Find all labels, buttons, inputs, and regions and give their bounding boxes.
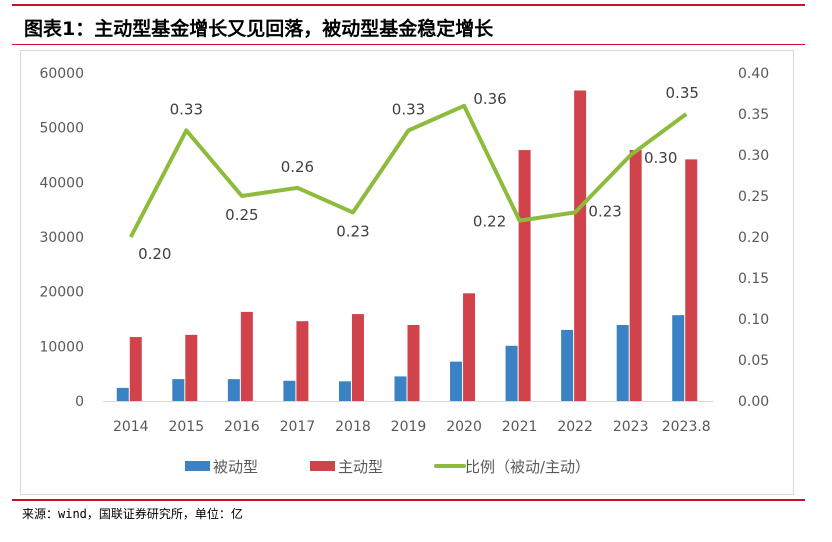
ratio-data-label: 0.22 <box>473 213 506 231</box>
y-tick-label: 30000 <box>39 230 84 246</box>
y2-tick-label: 0.05 <box>738 353 769 369</box>
bar-passive <box>227 379 240 401</box>
ratio-data-label: 0.36 <box>473 90 506 108</box>
bar-passive <box>505 345 518 401</box>
bar-active <box>685 159 698 401</box>
y2-tick-label: 0.10 <box>738 312 769 328</box>
bar-passive <box>616 325 629 401</box>
y-tick-label: 50000 <box>39 121 84 137</box>
x-tick-label: 2019 <box>391 419 427 435</box>
bar-passive <box>561 329 574 401</box>
legend-label-passive: 被动型 <box>213 458 258 476</box>
bar-active <box>351 314 364 401</box>
x-tick-label: 2021 <box>502 419 538 435</box>
x-tick-label: 2022 <box>557 419 593 435</box>
source-note: 来源：wind，国联证券研究所，单位：亿 <box>22 507 243 521</box>
bar-active <box>574 90 587 401</box>
footer-rule <box>12 499 805 501</box>
x-tick-label: 2014 <box>113 419 149 435</box>
bar-active <box>629 150 642 401</box>
ratio-data-label: 0.33 <box>392 100 425 118</box>
y-tick-label: 40000 <box>39 175 84 191</box>
ratio-data-label: 0.33 <box>170 100 203 118</box>
bar-passive <box>672 315 685 401</box>
y2-tick-label: 0.35 <box>738 107 769 123</box>
x-tick-label: 2023.8 <box>662 419 711 435</box>
y2-tick-label: 0.30 <box>738 148 769 164</box>
ratio-data-label: 0.23 <box>336 222 369 240</box>
bar-passive <box>172 379 185 401</box>
bar-active <box>185 334 198 401</box>
bar-active <box>240 311 253 401</box>
ratio-data-label: 0.26 <box>281 158 314 176</box>
x-tick-label: 2015 <box>168 419 204 435</box>
ratio-data-label: 0.35 <box>666 84 699 102</box>
y-tick-label: 20000 <box>39 285 84 301</box>
figure-title: 图表1：主动型基金增长又见回落，被动型基金稳定增长 <box>24 18 494 40</box>
bar-active <box>407 325 420 401</box>
y2-tick-label: 0.25 <box>738 189 769 205</box>
legend-label-active: 主动型 <box>338 458 383 476</box>
title-rule <box>12 44 805 45</box>
ratio-data-label: 0.25 <box>225 206 258 224</box>
bar-passive <box>283 380 296 401</box>
ratio-data-label: 0.30 <box>644 149 677 167</box>
x-tick-label: 2020 <box>446 419 482 435</box>
top-rule <box>12 4 805 6</box>
y-tick-label: 0 <box>75 394 84 410</box>
chart-frame <box>20 50 794 495</box>
legend-swatch-passive <box>185 461 210 471</box>
y-tick-label: 60000 <box>39 66 84 82</box>
bar-passive <box>116 387 129 401</box>
y2-tick-label: 0.15 <box>738 271 769 287</box>
ratio-data-label: 0.20 <box>138 245 171 263</box>
bar-passive <box>450 361 463 401</box>
bar-passive <box>394 376 407 401</box>
bar-passive <box>338 381 351 401</box>
y2-tick-label: 0.20 <box>738 230 769 246</box>
bar-active <box>518 150 531 401</box>
x-tick-label: 2016 <box>224 419 260 435</box>
x-tick-label: 2018 <box>335 419 371 435</box>
bar-active <box>463 293 476 401</box>
ratio-line <box>128 103 688 238</box>
x-tick-label: 2017 <box>280 419 316 435</box>
bar-active <box>296 321 309 401</box>
ratio-data-label: 0.23 <box>588 202 621 220</box>
legend-label-ratio: 比例（被动/主动） <box>465 458 590 476</box>
bar-active <box>129 337 142 401</box>
legend-swatch-active <box>310 461 335 471</box>
y2-tick-label: 0.00 <box>738 394 769 410</box>
y-tick-label: 10000 <box>39 339 84 355</box>
y2-tick-label: 0.40 <box>738 66 769 82</box>
x-tick-label: 2023 <box>613 419 649 435</box>
